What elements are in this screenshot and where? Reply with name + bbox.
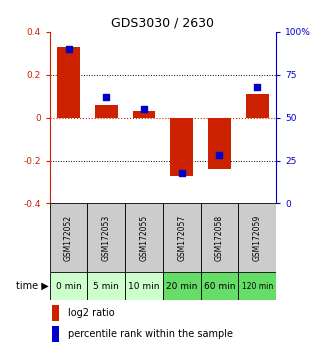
- Text: 0 min: 0 min: [56, 281, 82, 291]
- Text: GSM172053: GSM172053: [102, 215, 111, 261]
- Point: [142, 106, 147, 112]
- Point: [217, 153, 222, 158]
- Bar: [163, 272, 201, 300]
- Text: GSM172052: GSM172052: [64, 215, 73, 261]
- Bar: [208, 118, 231, 169]
- Bar: [50, 272, 87, 300]
- Bar: [170, 118, 193, 176]
- Text: GSM172059: GSM172059: [253, 215, 262, 261]
- Text: log2 ratio: log2 ratio: [68, 308, 115, 318]
- Text: 20 min: 20 min: [166, 281, 197, 291]
- Bar: [246, 94, 268, 118]
- Bar: [50, 204, 87, 272]
- Bar: [238, 204, 276, 272]
- Bar: [52, 305, 59, 321]
- Text: 5 min: 5 min: [93, 281, 119, 291]
- Text: 10 min: 10 min: [128, 281, 160, 291]
- Text: GSM172055: GSM172055: [140, 215, 149, 261]
- Bar: [52, 326, 59, 342]
- Bar: [133, 111, 155, 118]
- Bar: [125, 204, 163, 272]
- Text: time ▶: time ▶: [16, 281, 49, 291]
- Bar: [95, 105, 117, 118]
- Bar: [201, 204, 238, 272]
- Text: 120 min: 120 min: [242, 281, 273, 291]
- Point: [255, 84, 260, 90]
- Point: [104, 94, 109, 100]
- Point: [66, 46, 71, 52]
- Title: GDS3030 / 2630: GDS3030 / 2630: [111, 16, 214, 29]
- Text: GSM172058: GSM172058: [215, 215, 224, 261]
- Bar: [57, 47, 80, 118]
- Text: 60 min: 60 min: [204, 281, 235, 291]
- Point: [179, 170, 184, 175]
- Text: GSM172057: GSM172057: [177, 215, 186, 261]
- Bar: [125, 272, 163, 300]
- Bar: [238, 272, 276, 300]
- Bar: [163, 204, 201, 272]
- Bar: [201, 272, 238, 300]
- Bar: [87, 204, 125, 272]
- Bar: [87, 272, 125, 300]
- Text: percentile rank within the sample: percentile rank within the sample: [68, 329, 233, 339]
